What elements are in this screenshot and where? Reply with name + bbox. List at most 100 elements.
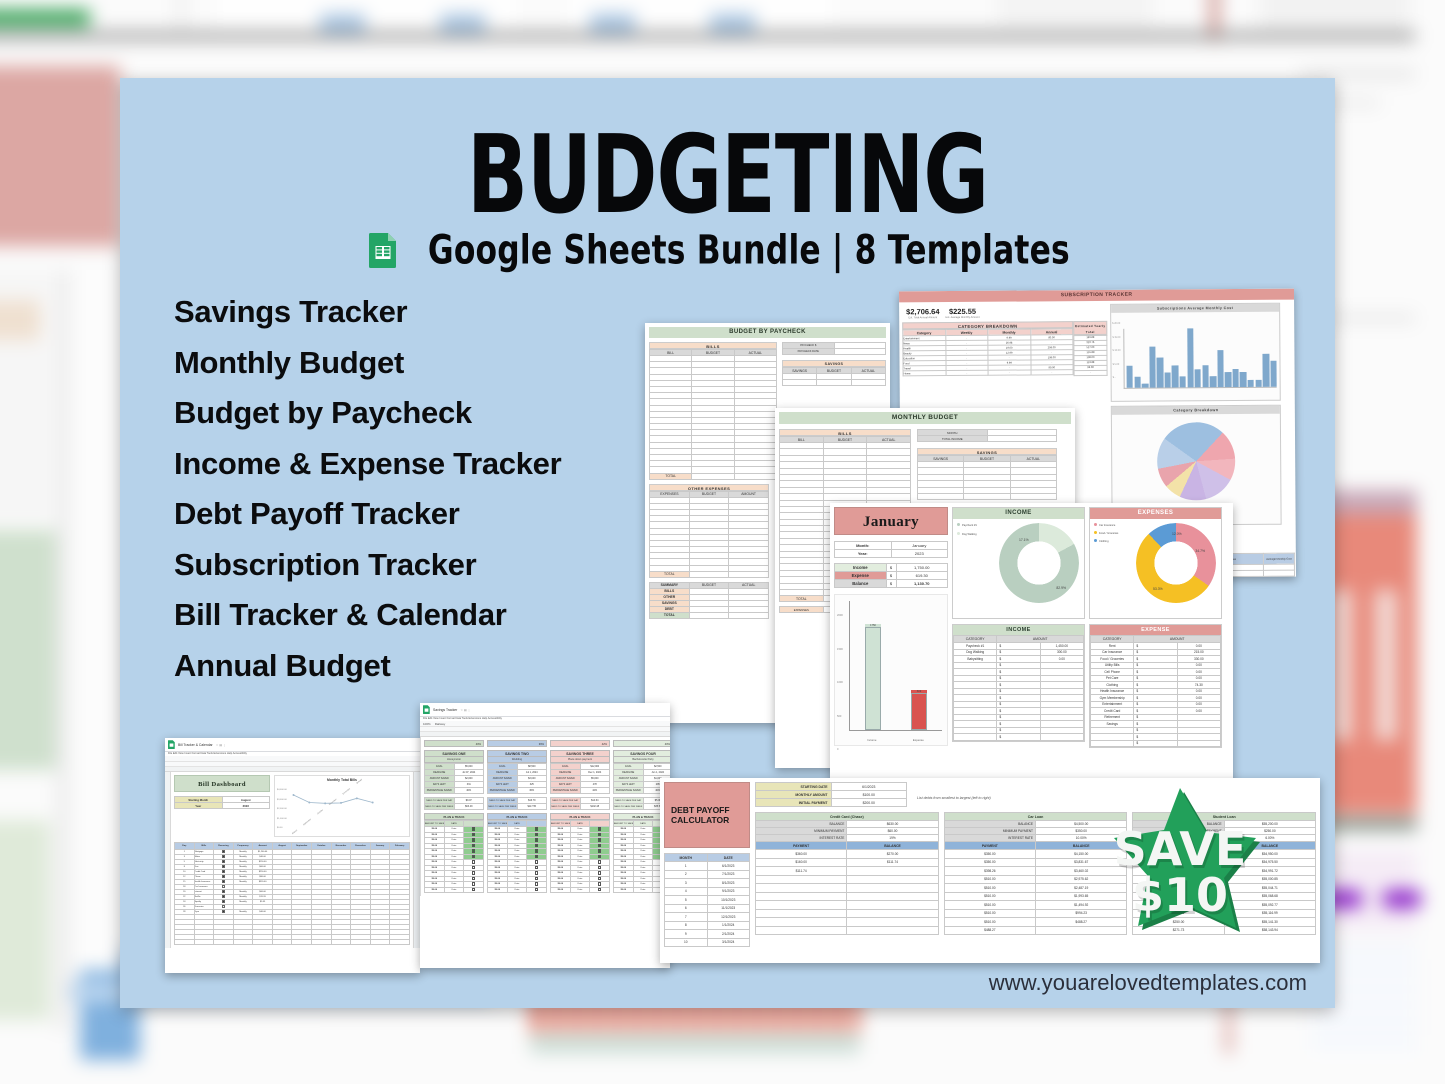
y-tick: $3,000.00 [277,798,287,801]
income-donut-chart [998,523,1079,603]
table-row: $ [1089,739,1222,747]
column-headers[interactable] [165,767,420,772]
table-row: Pet Care $0.00 [1089,674,1222,682]
col-header: Recurring [213,842,234,850]
cell-payment [754,874,848,884]
col-header [589,820,610,827]
table-row: $ [1089,726,1222,734]
plan-track-table: AMOUNT TO SAVE DATE $0.00 Date $0.00 Date $0.0… [487,820,547,893]
col-header: Day [174,842,195,850]
legend-swatch [957,523,960,526]
table-row: $0.00 Date [550,881,610,888]
table-row: 5 Electricity Monthly $150.00 [174,859,410,865]
cell-date: Date [443,886,465,893]
bar [1179,376,1186,388]
zoom-level[interactable]: 100% [423,721,431,726]
table-row: 4 9/1/2023 [664,886,750,896]
savings-panel-subtitle: Place down payment [550,757,610,763]
cell: - [1030,369,1074,375]
summary-row-label: TOTAL [649,611,690,619]
cell-amount: $0.00 [550,886,571,893]
field-value: 2023 [221,802,270,809]
cell-balance [1034,925,1128,935]
table-row: 7 12/1/2023 [664,912,750,922]
bar [1149,346,1156,388]
debt-field-label: MINIMUM PAYMENT [943,827,1037,835]
savings-panel-subtitle: Wedding [487,757,547,763]
toolbar[interactable] [165,756,420,762]
cell-payment: $398.26 [943,866,1037,876]
cell-balance [846,908,939,918]
table-row: Utility Bills $0.00 [1089,661,1222,669]
table-row: $160.00 $111.74 [754,857,939,867]
cell-amount: 74.30 [1176,681,1222,689]
savings-progress: 36% [487,740,547,747]
column-headers[interactable] [420,732,670,737]
total-label: TOTAL [649,570,690,578]
bar-label: Expense [912,738,924,742]
template-item: Debt Payoff Tracker [174,496,460,531]
table-row: INTEREST RATE 19% [754,834,939,842]
table-header-row: CATEGORY AMOUNT [1089,635,1221,643]
star-icon[interactable]: ☆ ▤ ⋮ [215,742,226,747]
row-value: $63.49 [453,803,484,810]
col-header: Average Monthly Cost [1263,553,1295,565]
cell-date: 3/1/2024 [706,937,750,947]
bar [1171,365,1179,388]
table-row: $ [952,674,1085,682]
bar [1270,360,1277,387]
font-name[interactable]: Railway [434,721,446,726]
star-icon[interactable]: ☆ ▤ ⋮ [460,707,471,712]
cell-payment [754,908,848,918]
cell-amount: 1,450.00 [1039,642,1085,650]
savings-panel-title: SAVINGS THREE [550,750,610,757]
listing-card: BUDGETING Google Sheets Bundle | 8 Templ… [120,78,1335,1008]
row-value: $35.59 [642,803,670,810]
income-expense-bar-chart: 2000 1500 1000 500 0 1750 619 Income Expense [834,594,948,751]
cell-date: 10/1/2023 [706,895,750,905]
table-row: Savings $ [1089,720,1222,728]
table-row: NEED TO SAVE PER WEEK $102.48 [550,803,610,810]
bar [1186,328,1194,388]
formula-bar[interactable] [165,762,420,767]
table-row: BALANCE $630.00 [754,820,939,828]
cell-date: 12/1/2023 [706,912,750,922]
formula-bar[interactable] [420,727,670,732]
table-header-row: Day Bills Recurring Frequency Amount August Se… [174,842,410,850]
cell-balance [846,874,939,884]
table-row: 2 7/1/2023 [664,869,750,879]
debt-payoff-title-line2: CALCULATOR [671,815,730,825]
debt-field-label: BALANCE [943,820,1037,828]
input-label: MONTHLY AMOUNT [755,790,832,799]
bar [1202,365,1209,388]
bar [1141,383,1149,388]
bar [1134,376,1141,388]
table-row: $271.73 $58,143.94 [1132,925,1317,935]
cell-date: 2/1/2024 [706,929,750,939]
bar [1164,372,1171,388]
budget-by-paycheck-preview: BUDGET BY PAYCHECK BILLS BILL BUDGET ACT… [645,323,890,723]
scrollbar[interactable] [413,772,420,948]
save-badge-line1: SAVE [1113,822,1247,876]
toolbar[interactable]: 100% Railway [420,721,670,727]
bar-label: Income [867,738,877,742]
col-header: Bills [193,842,215,850]
bar [1232,368,1239,388]
bills-header: BILLS [649,342,777,349]
menu-bar: File Edit View Insert Format Data Tools … [423,717,502,720]
savings-panel-title: SAVINGS FOUR [613,750,670,757]
plan-track-table: AMOUNT TO SAVE DATE $0.00 Date $0.00 Date $0.0… [424,820,484,893]
template-item: Subscription Tracker [174,546,477,582]
table-row [754,900,939,910]
month-income-fields: MONTH TOTAL INCOME [917,429,1057,442]
col-header: February [389,842,410,850]
bills-table: Day Bills Recurring Frequency Amount August Se… [174,842,410,945]
table-row [916,460,1058,469]
table-row: $0.00 Date [487,826,547,833]
cell-balance [846,900,939,910]
debt-field-value: 19% [846,834,939,842]
table-row [754,883,939,893]
cell-amount: 0.00 [1176,642,1222,650]
cell-month: 6 [664,903,708,913]
